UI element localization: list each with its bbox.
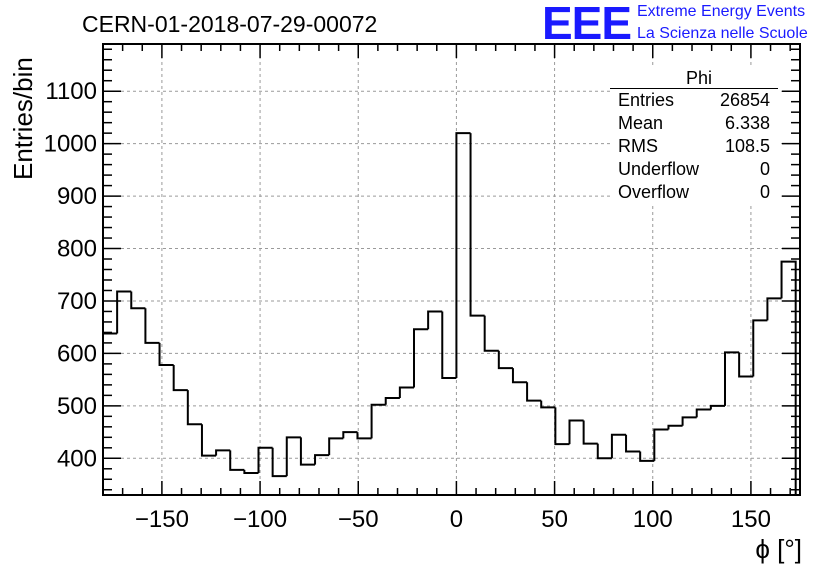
histogram-bin: [639, 451, 655, 462]
x-tick-label: 50: [541, 506, 568, 533]
logo-caption-line1: Extreme Energy Events: [637, 3, 806, 20]
histogram-bin: [271, 447, 287, 478]
histogram-bin: [540, 400, 556, 409]
stats-label: Underflow: [618, 159, 700, 179]
stats-title: Phi: [610, 68, 778, 89]
histogram-bin: [667, 424, 683, 430]
x-tick-label: −50: [338, 506, 379, 533]
histogram-bin: [526, 382, 542, 402]
chart-title: CERN-01-2018-07-29-00072: [82, 11, 378, 37]
histogram-bin: [144, 308, 160, 344]
histogram-bin: [102, 332, 118, 495]
y-tick-label: 1100: [45, 78, 97, 105]
x-tick-label: −100: [233, 506, 287, 533]
histogram-bin: [229, 450, 245, 471]
histogram-bin: [257, 446, 273, 473]
histogram-bin: [356, 432, 372, 440]
stats-box: Phi Entries 26854 Mean 6.338 RMS 108.5 U…: [610, 68, 778, 204]
histogram-bin: [186, 390, 202, 426]
histogram-bin: [116, 290, 132, 334]
histogram-bin: [752, 319, 768, 377]
histogram-bin: [285, 436, 301, 477]
stats-value: 0: [759, 159, 770, 179]
histogram-bin: [596, 443, 612, 460]
stats-row-entries: Entries 26854: [610, 89, 778, 112]
histogram-bin: [582, 420, 598, 445]
histogram-bin: [172, 364, 188, 392]
histogram-bin: [215, 449, 231, 456]
histogram-bin: [427, 310, 443, 330]
y-tick-label: 900: [57, 183, 97, 210]
histogram-bin: [200, 424, 217, 457]
y-tick-label: 500: [57, 393, 97, 420]
histogram-bin: [511, 368, 528, 384]
stats-value: 6.338: [724, 113, 770, 133]
y-tick-label: 600: [57, 340, 97, 367]
histogram-bin: [158, 342, 174, 366]
x-tick-label: −150: [135, 506, 189, 533]
y-tick-label: 800: [57, 236, 97, 263]
stats-row-underflow: Underflow 0: [610, 158, 778, 181]
histogram-bin: [342, 431, 358, 439]
x-tick-label: 150: [731, 506, 771, 533]
stats-value: 108.5: [724, 136, 770, 156]
histogram-bin: [738, 352, 754, 378]
stats-label: Mean: [618, 113, 664, 133]
histogram-bin: [695, 408, 711, 418]
stats-value: 0: [759, 182, 770, 202]
histogram-bin: [243, 469, 259, 474]
y-tick-label: 700: [57, 288, 97, 315]
grid-layer: [103, 44, 800, 495]
histogram-bin: [384, 396, 400, 405]
histogram-bin: [412, 328, 429, 388]
histogram-bin: [469, 133, 485, 317]
histogram-bin: [568, 419, 584, 445]
histogram-bin: [398, 386, 414, 398]
histogram-bin: [610, 433, 627, 459]
x-tick-label: 0: [450, 506, 463, 533]
stats-label: Entries: [618, 90, 675, 110]
y-axis-label: Entries/bin: [8, 57, 38, 180]
x-tick-label: 100: [633, 506, 673, 533]
stats-label: Overflow: [618, 182, 690, 202]
stats-row-rms: RMS 108.5: [610, 135, 778, 158]
histogram-bin: [441, 311, 457, 380]
tick-label-layer: −150 −100 −50 0 50 100 150 400 500 600 700 800 900 10…: [44, 78, 771, 533]
histogram-bin: [780, 260, 797, 495]
stats-label: RMS: [618, 136, 658, 156]
histogram-bin: [455, 132, 471, 379]
histogram-bin: [299, 437, 316, 466]
stats-row-overflow: Overflow 0: [610, 181, 778, 204]
y-tick-label: 400: [57, 445, 97, 472]
histogram-bin: [766, 297, 782, 321]
stats-value: 26854: [719, 90, 770, 110]
histogram-bin: [681, 416, 697, 426]
x-axis-label: ϕ [°]: [755, 534, 802, 564]
histogram-bin: [130, 291, 146, 310]
y-tick-label: 1000: [44, 131, 97, 158]
histogram-bin: [314, 454, 330, 465]
histogram-bin: [328, 437, 344, 456]
logo-caption-line2: La Scienza nelle Scuole: [637, 25, 808, 42]
axis-layer: [102, 43, 801, 496]
histogram-bin: [653, 428, 669, 461]
histogram-bin: [625, 434, 641, 453]
histogram-bin: [554, 407, 570, 446]
eee-logo: EEE: [542, 0, 632, 49]
histogram-bin: [483, 315, 499, 352]
histogram-bin: [370, 403, 386, 439]
histogram-bin: [709, 404, 725, 410]
histogram-bin: [723, 351, 740, 406]
histogram-bin: [497, 350, 513, 370]
stats-row-mean: Mean 6.338: [610, 112, 778, 135]
